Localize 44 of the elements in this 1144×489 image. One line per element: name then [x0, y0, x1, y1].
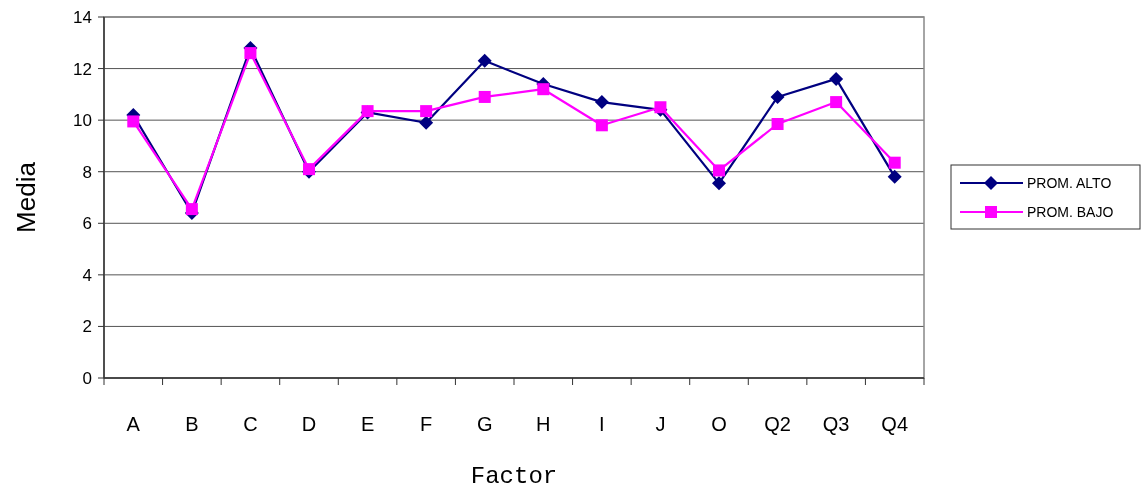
y-tick-label: 10	[73, 111, 92, 131]
y-tick-label: 6	[82, 214, 92, 234]
x-tick-label: H	[536, 413, 551, 435]
point	[829, 71, 844, 86]
point	[419, 115, 434, 130]
y-axis-title: Media	[11, 161, 41, 233]
point	[713, 164, 725, 177]
x-tick-label: J	[655, 413, 666, 435]
x-tick-label: B	[185, 413, 199, 435]
legend-label: PROM. ALTO	[1027, 174, 1112, 191]
point	[770, 89, 785, 104]
point	[887, 169, 902, 184]
x-tick-label: I	[599, 413, 605, 435]
x-tick-label: Q3	[822, 413, 850, 435]
point	[478, 90, 491, 103]
x-tick-label: A	[126, 413, 141, 435]
x-tick-label: O	[711, 413, 727, 435]
point	[830, 96, 843, 109]
x-axis-title: Factor	[470, 463, 558, 489]
y-tick-label: 4	[82, 265, 92, 285]
legend-label: PROM. BAJO	[1027, 203, 1114, 220]
x-tick-label: Q4	[881, 413, 909, 435]
x-tick-label: Q2	[764, 413, 791, 435]
point	[888, 156, 901, 169]
x-tick-label: G	[476, 413, 493, 435]
point	[244, 47, 257, 60]
y-tick-label: 8	[82, 162, 92, 182]
y-tick-label: 0	[82, 368, 92, 388]
y-tick-label: 2	[82, 317, 92, 337]
y-tick-label: 14	[73, 7, 92, 27]
x-tick-label: C	[243, 413, 258, 435]
point	[595, 119, 608, 132]
point	[712, 176, 726, 191]
x-tick-label: D	[301, 413, 317, 435]
y-tick-label: 12	[73, 59, 92, 79]
x-tick-label: E	[360, 413, 375, 435]
point	[477, 53, 492, 68]
point	[771, 118, 784, 131]
point	[537, 83, 550, 96]
point	[185, 203, 198, 216]
point	[127, 115, 140, 128]
point	[420, 105, 433, 118]
point	[594, 95, 609, 110]
x-tick-label: F	[420, 413, 433, 435]
